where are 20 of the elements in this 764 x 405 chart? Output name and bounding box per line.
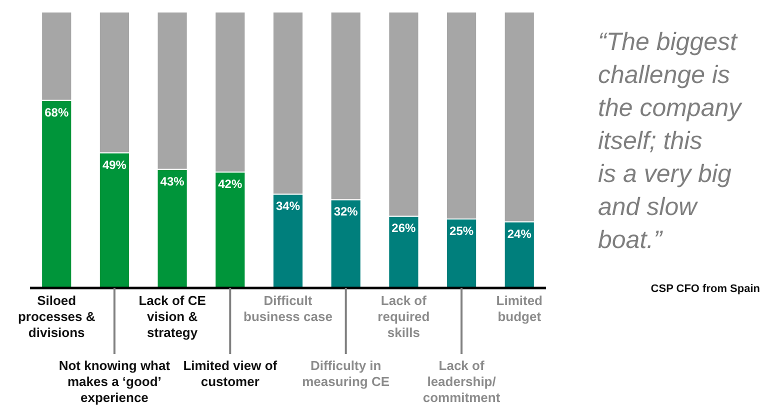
- x-tick-label: Not knowing what makes a ‘good’ experience: [58, 358, 171, 405]
- x-tick-label: Siloed processes & divisions: [18, 293, 96, 340]
- data-label: 42%: [218, 177, 242, 192]
- data-label: 49%: [102, 158, 127, 172]
- x-tick-label: Lack of CE vision & strategy: [138, 293, 206, 340]
- data-label: 34%: [276, 199, 300, 214]
- x-tick-label: Difficult business case: [244, 293, 332, 324]
- x-tick-label: Lack of leadership/ commitment: [422, 358, 501, 405]
- x-tick-label: Limited view of customer: [183, 358, 278, 389]
- x-tick-label: Lack of required skills: [378, 293, 430, 340]
- data-label: 68%: [44, 105, 69, 120]
- data-label: 25%: [450, 224, 474, 238]
- x-tick-label: Difficulty in measuring CE: [302, 358, 390, 389]
- data-label: 24%: [507, 226, 532, 241]
- data-label: 43%: [160, 174, 185, 188]
- text: CSP CFO from Spain: [650, 283, 760, 295]
- data-label: 26%: [392, 221, 416, 236]
- data-label: 32%: [334, 204, 358, 219]
- text: “The biggest challenge is the company itself; this is a very big and slow boat.”: [598, 28, 743, 254]
- x-tick-label: Limited budget: [496, 293, 543, 324]
